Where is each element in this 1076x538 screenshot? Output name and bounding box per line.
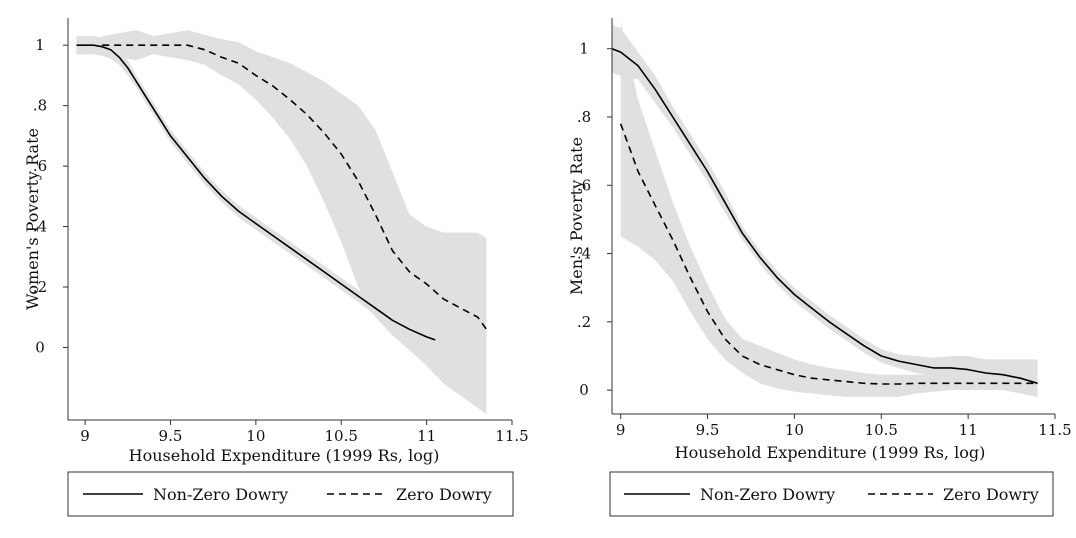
women-y-axis-title: Women's Poverty Rate — [23, 128, 42, 310]
women-x-tick-label: 9.5 — [159, 427, 183, 445]
women-x-tick-label: 9 — [80, 427, 90, 445]
women-y-tick-label: .4 — [33, 218, 47, 236]
men-x-tick-label: 9 — [616, 421, 626, 439]
men-ci-band-zero-dowry — [620, 21, 1038, 397]
men-line-zero-dowry — [619, 123, 1038, 385]
women-x-tick-label: 11 — [417, 427, 436, 445]
women-x-tick-label: 10.5 — [325, 427, 358, 445]
women-plot-area — [76, 30, 488, 414]
women-y-tick-label: 0 — [35, 338, 45, 356]
men-y-tick-label: .4 — [577, 245, 591, 263]
women-line-zero-dowry — [102, 44, 488, 330]
men-y-tick-label: .6 — [577, 176, 591, 194]
women-legend-zero-dowry: Zero Dowry — [396, 485, 492, 504]
men-y-tick-label: 0 — [579, 381, 589, 399]
men-x-tick-label: 10.5 — [865, 421, 898, 439]
women-legend-non-zero-dowry: Non-Zero Dowry — [153, 485, 288, 504]
men-x-ticks: 9 9.5 10 10.5 11 11.5 — [616, 414, 1072, 439]
men-y-ticks: 0 .2 .4 .6 .8 1 — [577, 40, 612, 399]
men-legend-zero-dowry: Zero Dowry — [943, 485, 1039, 504]
men-y-tick-label: .8 — [577, 108, 591, 126]
men-x-tick-label: 11 — [959, 421, 978, 439]
men-x-tick-label: 10 — [785, 421, 804, 439]
men-chart: 0 .2 .4 .6 .8 1 9 9.5 10 10.5 11 11.5 Household Ex… — [567, 18, 1072, 517]
women-y-ticks: 0 .2 .4 .6 .8 1 — [33, 36, 68, 356]
women-y-tick-label: .6 — [33, 157, 47, 175]
women-x-ticks: 9 9.5 10 10.5 11 11.5 — [80, 420, 529, 445]
men-legend: Non-Zero Dowry Zero Dowry — [609, 471, 1054, 517]
women-ci-band-zero-dowry — [102, 30, 487, 414]
men-plot-area — [611, 21, 1038, 397]
men-x-tick-label: 11.5 — [1038, 421, 1071, 439]
women-y-tick-label: 1 — [35, 36, 45, 54]
men-y-tick-label: .2 — [577, 313, 591, 331]
women-legend: Non-Zero Dowry Zero Dowry — [67, 471, 514, 517]
women-x-tick-label: 11.5 — [495, 427, 528, 445]
men-ci-band-non-zero-dowry — [612, 24, 1038, 397]
men-x-tick-label: 9.5 — [696, 421, 720, 439]
women-x-axis-title: Household Expenditure (1999 Rs, log) — [129, 446, 440, 465]
men-x-axis-title: Household Expenditure (1999 Rs, log) — [675, 443, 986, 462]
men-legend-non-zero-dowry: Non-Zero Dowry — [700, 485, 835, 504]
men-line-non-zero-dowry — [611, 47, 1038, 385]
men-y-axis-title: Men's Poverty Rate — [567, 137, 586, 295]
women-line-non-zero-dowry — [76, 44, 436, 341]
women-y-tick-label: .8 — [33, 97, 47, 115]
women-chart: 0 .2 .4 .6 .8 1 9 9.5 10 10.5 11 11.5 Household Ex… — [23, 18, 529, 517]
women-y-tick-label: .2 — [33, 278, 47, 296]
men-y-tick-label: 1 — [579, 40, 589, 58]
women-x-tick-label: 10 — [246, 427, 265, 445]
